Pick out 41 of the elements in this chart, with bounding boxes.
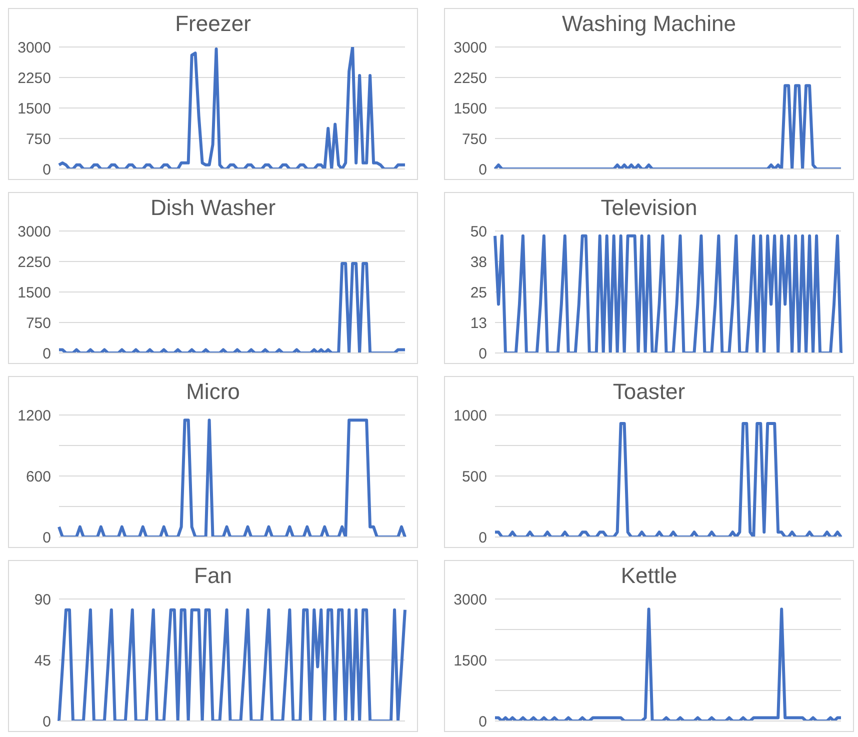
chart-title: Fan — [193, 562, 233, 590]
y-tick-label: 25 — [470, 284, 487, 302]
y-tick-label: 13 — [470, 314, 487, 332]
chart-title: Micro — [185, 378, 241, 406]
y-tick-label: 0 — [478, 713, 487, 730]
y-tick-label: 3000 — [454, 39, 487, 56]
y-tick-label: 750 — [462, 130, 487, 148]
chart-title: Toaster — [612, 378, 686, 406]
y-tick-label: 0 — [42, 713, 51, 730]
y-tick-label: 1500 — [454, 652, 487, 670]
y-tick-label: 0 — [478, 345, 487, 362]
y-tick-label: 2250 — [18, 70, 51, 87]
line-series — [58, 47, 406, 169]
y-tick-label: 750 — [26, 130, 51, 148]
y-tick-label: 1500 — [18, 284, 51, 302]
y-tick-label: 1500 — [454, 100, 487, 118]
y-tick-label: 50 — [470, 223, 487, 240]
chart-title: Television — [600, 194, 698, 222]
y-tick-label: 2250 — [454, 70, 487, 87]
y-tick-label: 1000 — [454, 407, 487, 424]
y-tick-label: 0 — [478, 529, 487, 546]
y-tick-label: 500 — [462, 468, 487, 486]
y-tick-label: 2250 — [18, 254, 51, 271]
y-tick-label: 0 — [42, 529, 51, 546]
chart-title: Washing Machine — [560, 10, 738, 38]
y-tick-label: 0 — [42, 345, 51, 362]
y-tick-label: 45 — [34, 652, 51, 670]
y-tick-label: 750 — [26, 314, 51, 332]
y-tick-label: 1200 — [18, 407, 51, 424]
chart-title: Dish Washer — [149, 194, 277, 222]
y-tick-label: 600 — [26, 468, 51, 486]
y-tick-label: 90 — [34, 591, 51, 608]
y-tick-label: 3000 — [18, 223, 51, 240]
y-tick-label: 1500 — [18, 100, 51, 118]
chart-title: Kettle — [620, 562, 678, 590]
y-tick-label: 3000 — [18, 39, 51, 56]
chart-title: Freezer — [174, 10, 252, 38]
y-tick-label: 0 — [42, 161, 51, 178]
y-tick-label: 38 — [470, 254, 487, 271]
y-tick-label: 3000 — [454, 591, 487, 608]
y-tick-label: 0 — [478, 161, 487, 178]
